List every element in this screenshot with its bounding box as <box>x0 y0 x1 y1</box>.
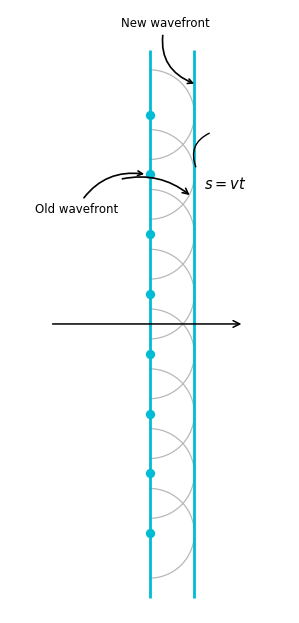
Point <box>147 229 152 239</box>
Point <box>147 289 152 299</box>
Point <box>147 110 152 120</box>
Point <box>147 169 152 179</box>
Point <box>147 409 152 419</box>
Text: New wavefront: New wavefront <box>120 17 209 83</box>
Text: $s = vt$: $s = vt$ <box>204 176 247 193</box>
Point <box>147 528 152 538</box>
Point <box>147 468 152 478</box>
Text: Old wavefront: Old wavefront <box>35 171 142 216</box>
Point <box>147 349 152 359</box>
